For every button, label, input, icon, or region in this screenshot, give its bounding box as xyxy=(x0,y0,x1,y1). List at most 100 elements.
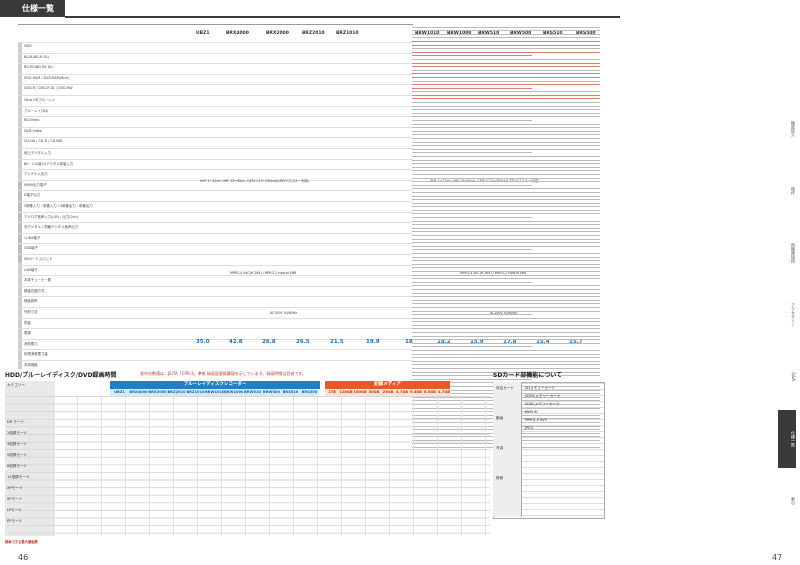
spec-row-label: 本体チューナー数 xyxy=(24,278,52,283)
note-text-line xyxy=(412,33,600,35)
spec-row-line xyxy=(18,317,413,319)
note-text-line xyxy=(412,152,532,154)
energy-value: 21.5 xyxy=(330,339,344,345)
note-text-line xyxy=(412,120,532,122)
energy-value: 17.8 xyxy=(503,339,517,345)
note-text-line xyxy=(412,299,600,301)
spec-row-line xyxy=(18,190,413,192)
note-text-line xyxy=(412,231,600,233)
note-text-line xyxy=(412,123,600,125)
model-col-9: BRW500 xyxy=(510,31,531,36)
spec-row-line xyxy=(18,296,413,298)
note-text-line xyxy=(412,292,600,294)
recording-note: 表中の数値は、JEITA「CPR-3」準拠 録画容量換算値を示しています。録画時… xyxy=(140,371,306,376)
spec-row-line xyxy=(18,307,413,308)
note-text-line xyxy=(412,328,600,330)
spec-row-line xyxy=(18,137,413,139)
note-text-line xyxy=(412,112,600,114)
note-text-line xyxy=(412,195,600,197)
recording-mode-label: SPモード xyxy=(7,497,23,501)
note-text-line xyxy=(412,127,600,129)
note-text-line xyxy=(412,332,600,334)
note-text-line xyxy=(412,181,600,183)
side-tab: 仕様一覧 xyxy=(778,410,796,468)
category-bar-other xyxy=(18,262,22,369)
model-col-8: BRW510 xyxy=(478,31,499,36)
page-title: 仕様一覧 xyxy=(22,4,54,13)
recorder-col-header: BRW510 xyxy=(243,389,262,396)
spec-row-line xyxy=(18,116,413,118)
recording-mode-label: DR モード xyxy=(7,420,25,424)
note-text-line xyxy=(412,98,600,100)
note-text-line xyxy=(412,166,600,168)
note-text-line xyxy=(412,40,600,42)
note-text-line xyxy=(412,159,600,161)
spec-row-label: 録画圧縮方式 xyxy=(24,288,45,293)
spec-row-label: 録画音声 xyxy=(24,299,38,304)
note-text-line xyxy=(412,306,600,308)
sd-item: SDHCメモリーカード xyxy=(525,394,561,398)
note-text-line xyxy=(412,371,600,373)
notes-column xyxy=(412,24,600,451)
recorder-col-header: BRS510 xyxy=(281,389,300,396)
note-text-line xyxy=(412,339,600,341)
note-text-line xyxy=(412,321,600,323)
spec-row-line xyxy=(18,84,413,86)
media-band: 記録メディア xyxy=(325,381,450,389)
spec-row-line xyxy=(18,201,413,202)
note-text-line xyxy=(412,296,600,298)
note-text-line xyxy=(412,303,600,305)
recording-mode-label: 8倍録モード xyxy=(7,464,28,468)
recorder-col-header: BRW1000 xyxy=(224,389,244,396)
spec-row-label: 年間消費電力量 xyxy=(24,352,48,357)
note-text-line xyxy=(412,80,600,82)
model-col-10: BRS510 xyxy=(543,31,563,36)
side-tab: 他機器接続 xyxy=(791,243,796,263)
spec-row-line xyxy=(18,285,413,287)
spec-row-line xyxy=(18,95,413,96)
note-text-line xyxy=(412,141,600,143)
model-col-6: BRW1010 xyxy=(415,31,439,36)
spec-row-line xyxy=(18,126,413,128)
side-tab: Q&A xyxy=(791,372,796,382)
note-text-line xyxy=(412,274,600,276)
spec-row-line xyxy=(18,211,413,213)
recorder-col-header: BRW500 xyxy=(262,389,281,396)
note-text-line xyxy=(412,105,600,107)
note-text-line xyxy=(412,173,600,175)
spec-row-label: HDMI出力端子 xyxy=(24,182,47,187)
category-bar-io xyxy=(18,182,22,262)
note-text-line xyxy=(412,242,600,244)
note-text-line xyxy=(412,55,532,57)
recording-grid xyxy=(5,396,490,536)
note-text-line xyxy=(412,130,600,132)
spec-row-label: 電源 xyxy=(24,331,31,336)
spec-row-line xyxy=(18,232,413,234)
codec-spec-mid: MPEG-4 AVC(H.264) / MPEG-2 Hybrid VBR xyxy=(460,271,527,275)
note-text-line xyxy=(412,184,532,186)
spec-row-label: S映像入力・映像入力 / S映像出力・映像出力 xyxy=(24,204,93,208)
note-text-line xyxy=(412,375,600,377)
recorder-col-header: BRX4000 xyxy=(129,389,148,396)
model-col-11: BRS500 xyxy=(576,31,596,36)
note-text-line xyxy=(412,51,600,53)
note-text-line xyxy=(412,62,600,64)
note-text-line xyxy=(412,360,600,362)
media-col-header: 4.7GB xyxy=(395,389,409,396)
note-text-line xyxy=(412,260,600,262)
note-text-line xyxy=(412,346,532,348)
spec-row-line xyxy=(18,349,413,351)
side-tab: アクセサリー xyxy=(791,303,796,327)
note-text-line xyxy=(412,209,600,211)
note-text-line xyxy=(412,253,600,254)
recording-mode-label: EPモード xyxy=(7,519,23,523)
category-label: カテゴリー xyxy=(7,383,25,387)
power-spec-mid: AC100V 50/60Hz xyxy=(490,311,517,315)
page-number-right: 47 xyxy=(772,553,783,562)
note-text-line xyxy=(412,44,600,46)
note-text-line xyxy=(412,378,532,380)
note-text-line xyxy=(412,58,600,60)
note-text-line xyxy=(412,364,600,366)
spec-row-label: アンテナ入出力 xyxy=(24,172,48,177)
note-text-line xyxy=(412,220,600,222)
